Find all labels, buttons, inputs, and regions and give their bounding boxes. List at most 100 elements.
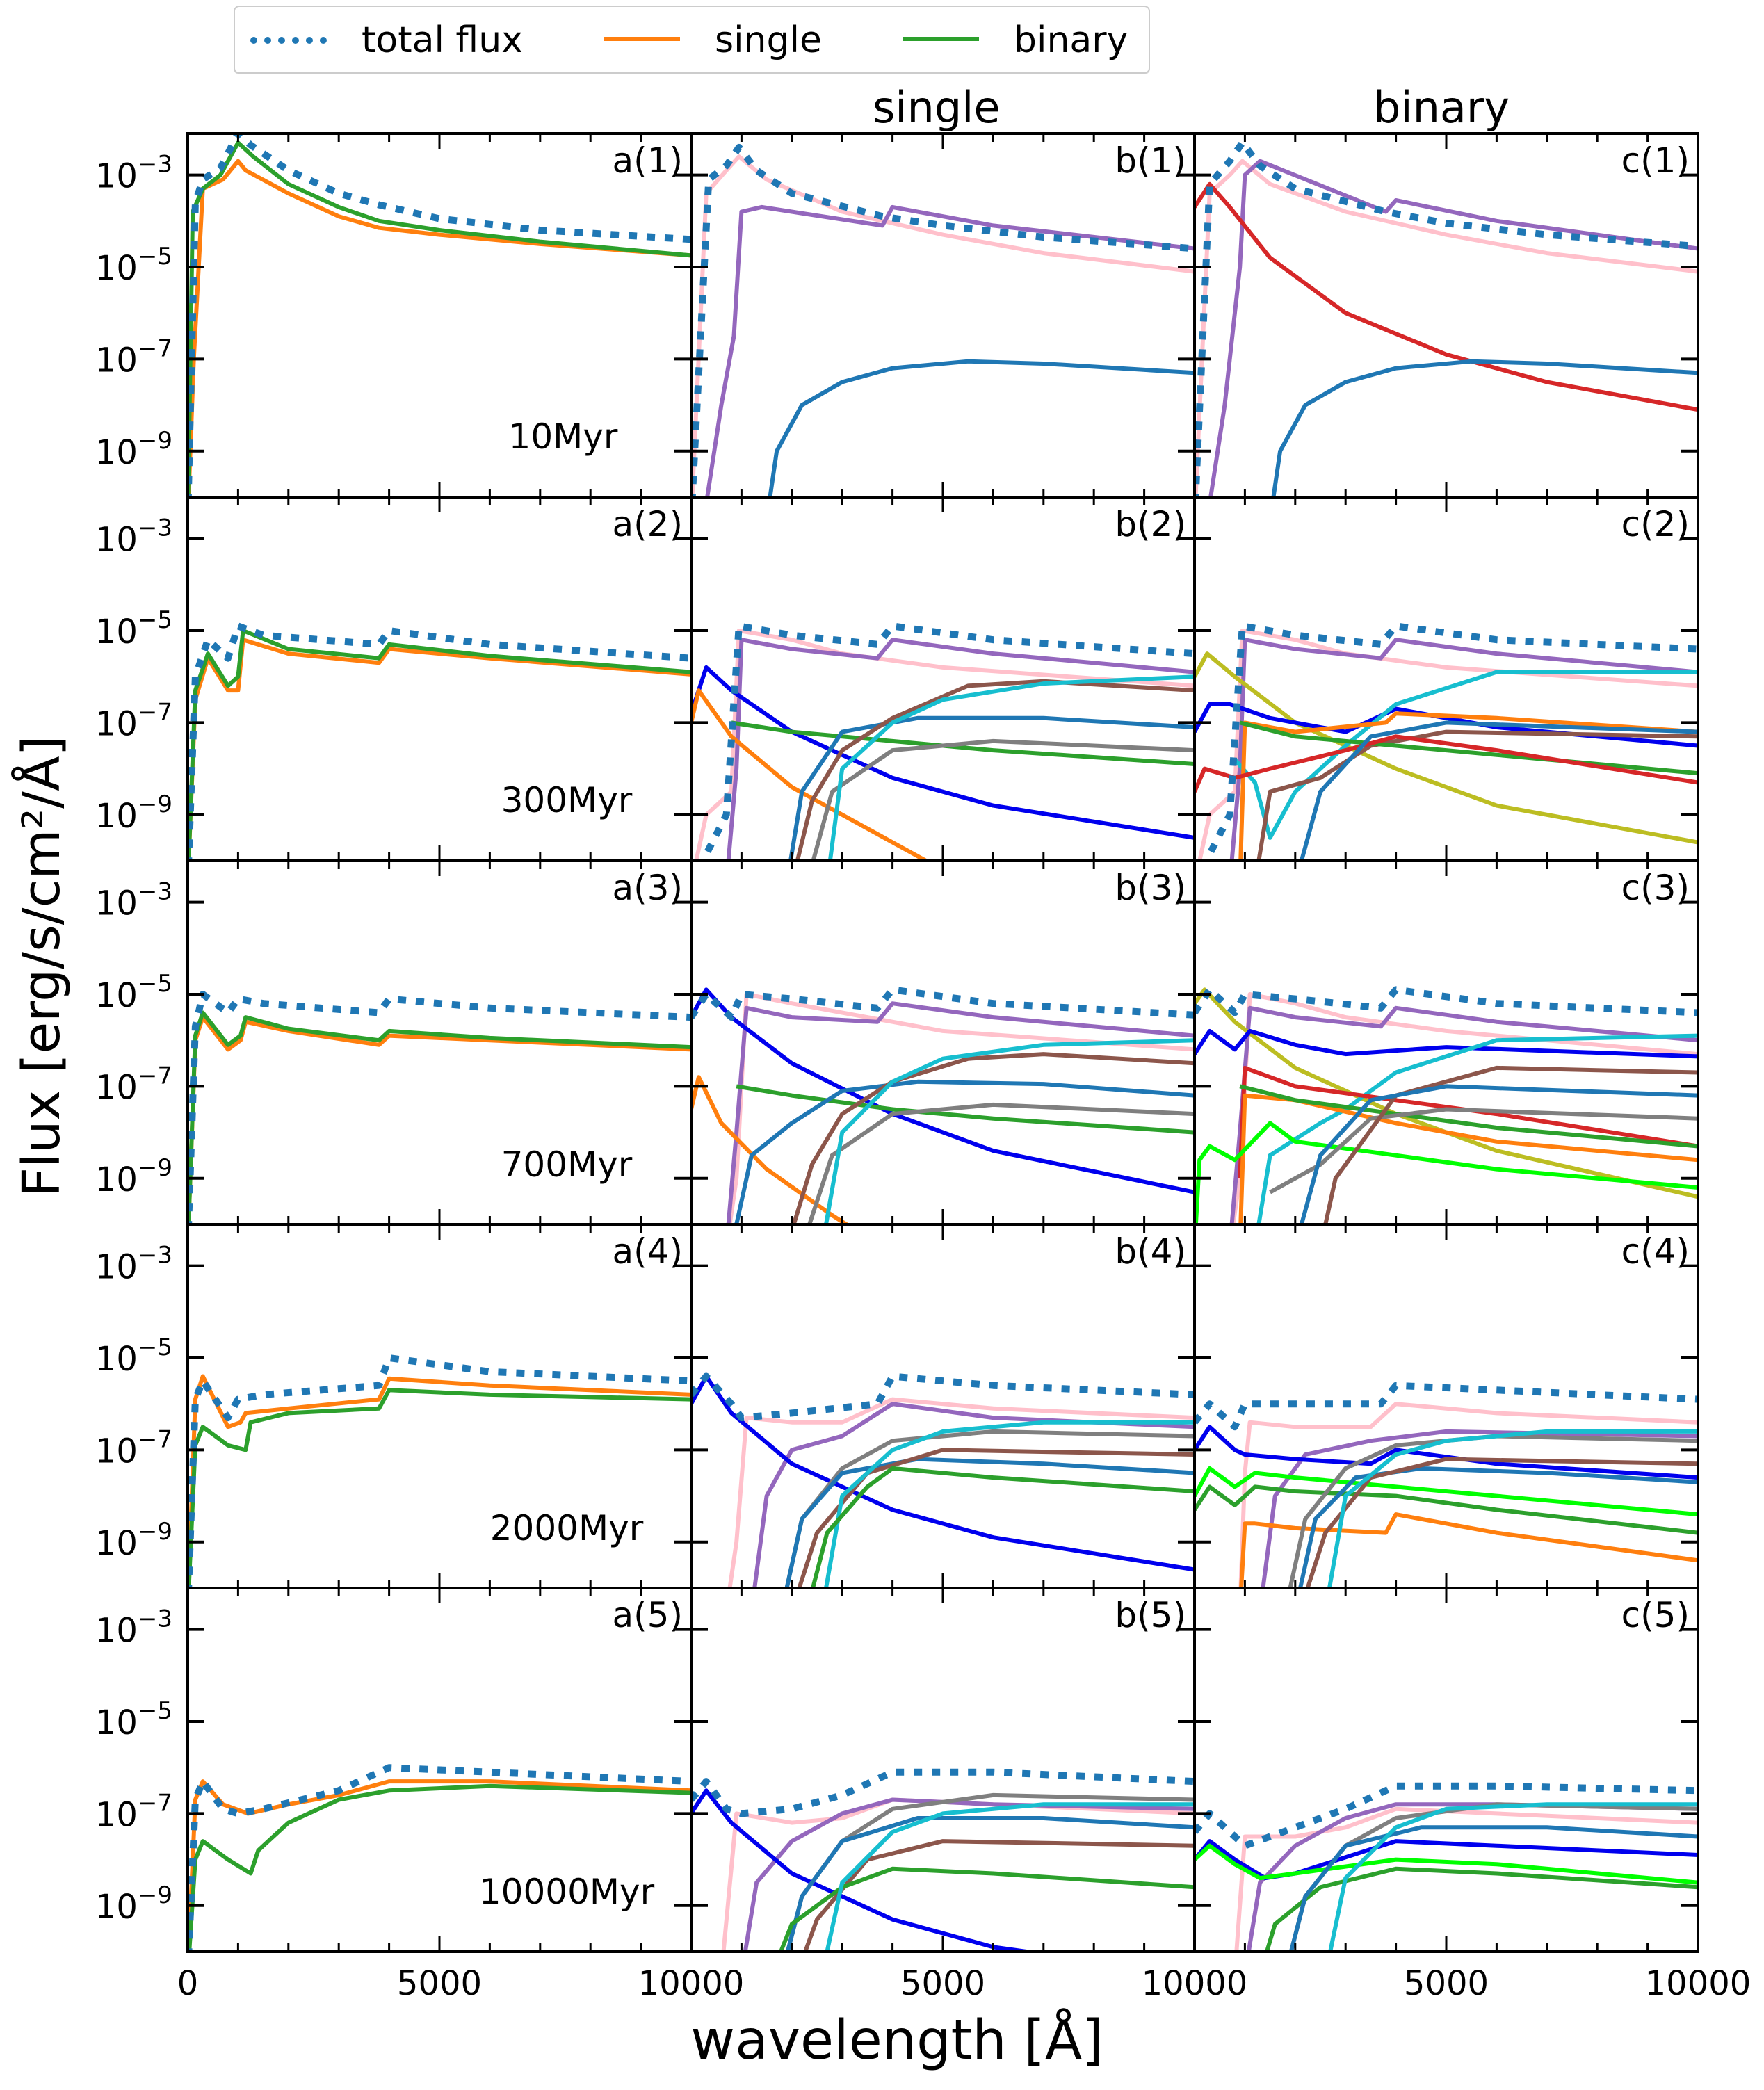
series-line-deepblue <box>691 665 1195 840</box>
series-line-binary <box>188 140 691 497</box>
panel-b(4): b(4) <box>690 1223 1196 1589</box>
panel-label: b(2) <box>1115 504 1186 544</box>
series-line-blue <box>784 1457 1195 1588</box>
series-line-single <box>188 1374 691 1588</box>
series-line-gray <box>1288 1802 1698 1952</box>
y-tick-label: 10−9 <box>95 1881 172 1927</box>
series-group <box>691 1372 1195 1588</box>
series-line-total-flux <box>188 991 691 1224</box>
y-tick-label: 10−3 <box>95 1242 172 1287</box>
series-line-pink <box>691 154 1195 497</box>
series-line-green <box>731 720 1195 766</box>
series-group <box>188 133 691 497</box>
x-tick-label: 0 <box>681 1964 702 2003</box>
panel-frame <box>690 132 1196 499</box>
series-line-purple <box>1261 1429 1698 1588</box>
panel-a(3): 10−3 10−5 10−7 10−9 a(3) 700Myr <box>95 859 693 1226</box>
y-axis-label: Flux [erg/s/cm²/Å] <box>12 736 72 1197</box>
series-group <box>1195 622 1698 861</box>
legend-swatch-single <box>604 37 680 41</box>
panel-c(4): c(4) <box>1193 1223 1699 1589</box>
series-line-lime <box>1195 1121 1698 1224</box>
y-tick-label: 10−7 <box>95 334 172 380</box>
series-group <box>1195 139 1698 497</box>
panel-a(2): 10−3 10−5 10−7 10−9 a(2) 300Myr <box>95 496 693 862</box>
panel-frame <box>690 1587 1196 1953</box>
panel-label: c(3) <box>1621 868 1690 908</box>
series-line-binary <box>188 1010 691 1224</box>
series-group <box>188 622 691 861</box>
series-line-blue <box>1271 359 1698 497</box>
panel-c(2): c(2) <box>1193 496 1699 862</box>
series-line-red <box>1195 734 1698 793</box>
series-line-deepblue <box>1195 1028 1698 1059</box>
series-line-purple <box>1208 159 1698 497</box>
y-tick-label: 10−3 <box>95 515 172 560</box>
panel-c(1): c(1) <box>1193 132 1699 499</box>
series-line-gray <box>1269 1107 1698 1194</box>
series-line-blue <box>1299 720 1698 861</box>
panel-frame <box>1193 1587 1699 1953</box>
series-line-total-flux <box>1195 986 1698 1016</box>
series-line-binary <box>188 1388 691 1588</box>
series-line-cyan <box>1256 1033 1698 1224</box>
series-line-cyan <box>823 1038 1195 1224</box>
series-line-pink <box>727 992 1195 1224</box>
x-tick-label: 5000 <box>397 1964 482 2003</box>
series-line-green <box>1195 1484 1698 1535</box>
y-tick-label: 10−5 <box>95 243 172 288</box>
series-line-pink <box>1234 1806 1698 1952</box>
series-line-binary <box>188 1783 691 1952</box>
panel-label: a(4) <box>613 1231 683 1272</box>
series-line-cyan <box>1328 1802 1698 1952</box>
series-line-cyan <box>1327 1429 1698 1588</box>
panel-b(5): b(5) 0 5000 10000 <box>681 1587 1248 2003</box>
legend-swatch-binary <box>903 37 979 41</box>
series-group <box>1195 1782 1698 1952</box>
age-label: 700Myr <box>501 1144 633 1185</box>
series-group <box>691 143 1195 497</box>
panel-c(3): c(3) <box>1193 859 1699 1226</box>
series-line-single <box>188 159 691 497</box>
panel-frame <box>1193 859 1699 1226</box>
legend: total flux single binary <box>234 6 1150 74</box>
y-tick-label: 10−5 <box>95 1334 172 1379</box>
x-tick-label: 10000 <box>1142 1964 1248 2003</box>
series-line-total-flux <box>188 133 691 497</box>
series-line-total-flux <box>691 986 1195 1021</box>
series-line-blue <box>785 1816 1195 1952</box>
age-label: 10Myr <box>509 416 618 457</box>
series-line-deepblue <box>691 987 1195 1194</box>
series-line-pink <box>1197 629 1698 861</box>
panel-a(1): 10−3 10−5 10−7 10−9 a(1) 10Myr <box>95 132 693 499</box>
y-tick-label: 10−7 <box>95 1425 172 1471</box>
panel-b(1): b(1) <box>690 132 1196 499</box>
series-line-pink <box>1238 1402 1698 1588</box>
panel-label: a(3) <box>613 868 683 908</box>
legend-swatch-total-flux <box>250 37 327 44</box>
x-tick-label: 5000 <box>900 1964 985 2003</box>
panel-label: a(5) <box>613 1595 683 1635</box>
column-title-binary: binary <box>1373 82 1510 133</box>
panel-b(3): b(3) <box>690 859 1196 1226</box>
panel-frame <box>690 1223 1196 1589</box>
series-line-blue <box>768 359 1195 497</box>
panel-label: a(2) <box>613 504 683 544</box>
series-line-orange <box>1238 1093 1698 1224</box>
y-tick-label: 10−5 <box>95 1697 172 1742</box>
series-line-lime <box>1195 1466 1698 1517</box>
age-label: 2000Myr <box>490 1508 644 1548</box>
series-line-total-flux <box>1195 1382 1698 1431</box>
series-group <box>188 1354 691 1588</box>
y-tick-label: 10−9 <box>95 791 172 836</box>
y-tick-label: 10−3 <box>95 151 172 196</box>
series-line-cyan <box>827 674 1195 861</box>
series-line-pink <box>694 629 1195 861</box>
series-line-cyan <box>823 1420 1195 1588</box>
series-line-brown <box>795 679 1195 861</box>
series-line-green <box>736 1084 1195 1135</box>
panel-frame <box>1193 132 1699 499</box>
series-line-gray <box>807 1102 1195 1224</box>
panel-label: c(1) <box>1621 140 1690 181</box>
series-line-lime <box>1195 1843 1698 1885</box>
